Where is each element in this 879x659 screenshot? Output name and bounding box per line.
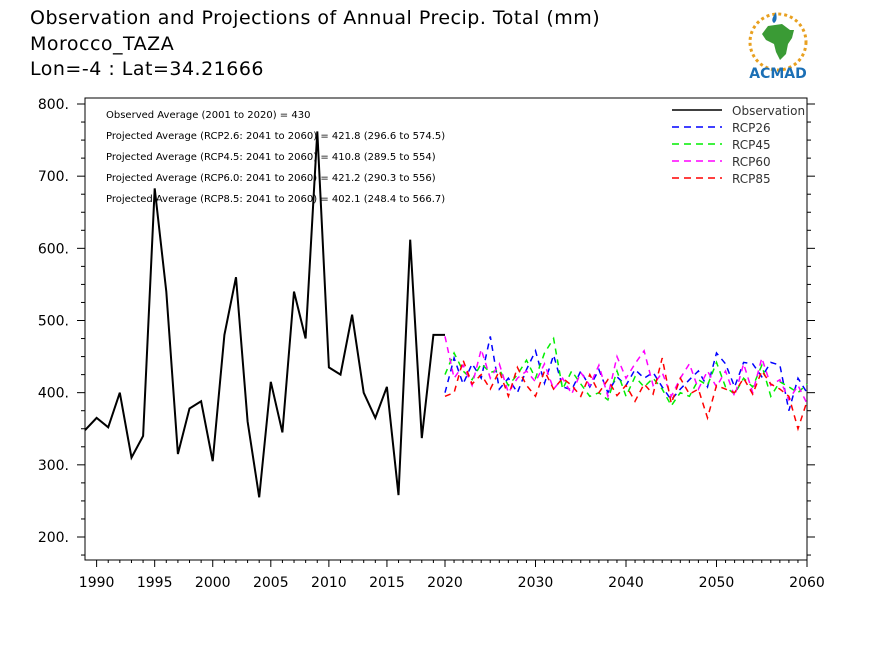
y-tick-label: 300. [38,458,69,474]
x-tick-label: 2030 [518,575,554,591]
africa-shape [762,24,794,60]
logo-rays [748,12,808,72]
x-tick-label: 2040 [608,575,644,591]
location-label: Morocco_TAZA [30,33,175,55]
series-line-rcp26 [444,336,808,411]
annotation-text: Projected Average (RCP4.5: 2041 to 2060)… [106,152,436,163]
legend-label: RCP26 [732,121,771,135]
x-tick-label: 1990 [79,575,115,591]
plot-frame [84,97,808,561]
logo-text: ACMAD [749,66,807,82]
x-tick-label: 2060 [789,575,825,591]
x-tick-label: 2005 [253,575,289,591]
annotation-text: Projected Average (RCP8.5: 2041 to 2060)… [106,194,445,205]
x-tick-label: 1995 [137,575,173,591]
x-tick-label: 2010 [311,575,347,591]
legend-label: RCP45 [732,138,771,152]
x-tick-label: 2020 [427,575,463,591]
acmad-logo: ACMAD [738,8,818,84]
x-tick-label: 2015 [369,575,405,591]
annotation-text: Projected Average (RCP6.0: 2041 to 2060)… [106,173,436,184]
x-tick-label: 2000 [195,575,231,591]
africa-map-logo-icon: ACMAD [748,12,808,82]
y-tick-label: 400. [38,386,69,402]
series-line-rcp85 [444,357,808,432]
annotation-text: Observed Average (2001 to 2020) = 430 [106,110,310,121]
coords-label: Lon=-4 : Lat=34.21666 [30,58,265,80]
water-drop-icon [772,12,777,23]
x-tick-label: 2050 [699,575,735,591]
series-line-rcp45 [444,336,808,408]
legend-label: RCP60 [732,155,771,169]
chart-title: Observation and Projections of Annual Pr… [30,7,601,29]
y-tick-label: 600. [38,241,69,257]
series-line-rcp60 [444,336,808,404]
annotation-text: Projected Average (RCP2.6: 2041 to 2060)… [106,131,445,142]
y-tick-label: 800. [38,97,69,113]
legend-label: RCP85 [732,172,771,186]
y-tick-label: 700. [38,169,69,185]
y-tick-label: 500. [38,314,69,330]
series-line-observation [84,131,445,498]
y-tick-label: 200. [38,530,69,546]
legend-label: Observation [732,104,805,118]
